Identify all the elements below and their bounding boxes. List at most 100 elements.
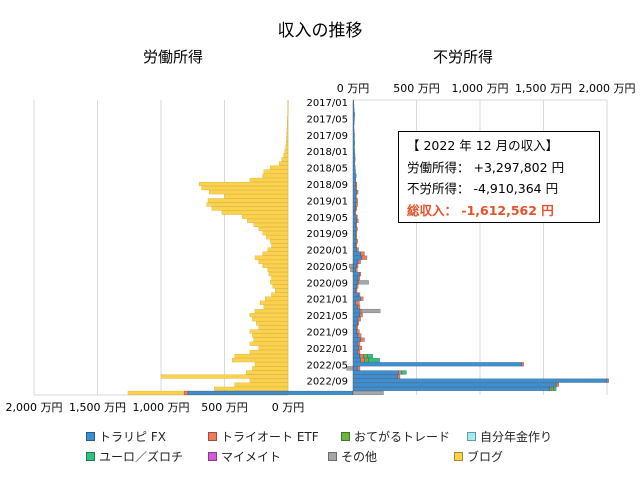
blog-bar xyxy=(258,325,289,330)
passive-bar-other xyxy=(360,308,381,314)
chart-title: 収入の推移 xyxy=(278,21,363,41)
blog-bar xyxy=(287,120,289,125)
passive-bar-fx xyxy=(352,341,358,346)
right-x-tick-label: 0 万円 xyxy=(337,82,370,95)
passive-bar-etf xyxy=(357,276,361,281)
passive-bar-etf xyxy=(357,366,361,371)
passive-bar-other xyxy=(346,366,354,371)
passive-bar-fx xyxy=(352,206,356,211)
legend-swatch xyxy=(208,451,217,461)
y-tick-label: 2021/09 xyxy=(306,327,348,338)
passive-bar-fx xyxy=(352,214,357,219)
blog-bar xyxy=(221,210,289,215)
passive-bar-fx xyxy=(352,263,358,269)
passive-bar-fx xyxy=(352,120,355,125)
passive-bar-etf xyxy=(360,296,364,301)
passive-bar-etf xyxy=(355,186,358,191)
blog-bar xyxy=(214,386,289,391)
passive-bar-odeta xyxy=(363,353,368,359)
passive-bar-euro xyxy=(368,358,380,363)
legend-item: トラリピ FX xyxy=(86,428,208,445)
y-tick-label: 2020/09 xyxy=(306,278,348,289)
passive-bar-fx xyxy=(352,292,359,297)
passive-bar-fx xyxy=(352,181,356,187)
passive-bar-fx xyxy=(352,202,356,207)
passive-bar-etf xyxy=(356,329,360,334)
passive-bar-fx xyxy=(352,218,358,223)
blog-bar xyxy=(263,169,289,174)
legend-row: ユーロ／ズロチ マイメイト その他 ブログ xyxy=(86,446,606,466)
passive-bar-etf xyxy=(355,181,358,187)
passive-bar-etf xyxy=(354,210,357,215)
blog-bar xyxy=(287,104,289,109)
passive-bar-fx xyxy=(352,296,361,301)
blog-bar xyxy=(287,116,289,121)
passive-bar-fx xyxy=(352,255,363,260)
passive-bar-fx xyxy=(352,284,358,289)
passive-bar-fx xyxy=(352,349,358,355)
blog-bar xyxy=(270,280,289,285)
blog-bar xyxy=(198,181,289,187)
blog-bar xyxy=(272,284,289,289)
passive-bar-fx xyxy=(352,304,358,309)
labor-income-label: 労働所得： xyxy=(407,159,470,175)
blog-bar xyxy=(253,337,289,342)
passive-bar-fx xyxy=(352,177,356,182)
blog-bar xyxy=(249,349,289,355)
passive-bar-fx xyxy=(352,161,356,166)
blog-bar xyxy=(281,157,289,162)
legend-item: ユーロ／ズロチ xyxy=(86,448,208,465)
passive-bar-fx xyxy=(352,386,551,391)
chart-legend: トラリピ FX トライオート ETF おてがるトレード 自分年金作り ユーロ／ズロチ マイ… xyxy=(86,426,606,466)
y-tick-label: 2018/09 xyxy=(306,180,348,191)
y-tick-label: 2018/01 xyxy=(306,147,348,158)
passive-bar-fx xyxy=(352,226,357,232)
legend-label: その他 xyxy=(341,449,378,464)
passive-bar-other xyxy=(352,390,384,396)
passive-bar-odeta xyxy=(364,358,369,363)
blog-bar xyxy=(267,247,289,252)
blog-bar xyxy=(224,194,289,199)
passive-bar-fx xyxy=(352,300,356,305)
blog-bar xyxy=(242,214,289,219)
left-x-tick-label: 2,000 万円 xyxy=(6,401,63,414)
passive-bar-etf xyxy=(356,263,359,269)
passive-bar-fx xyxy=(352,173,357,178)
passive-bar-etf xyxy=(355,231,358,236)
passive-bar-etf xyxy=(355,288,358,293)
passive-bar-etf xyxy=(355,222,358,228)
blog-bar xyxy=(270,239,289,244)
y-tick-label: 2017/05 xyxy=(306,114,348,125)
passive-bar-fx xyxy=(352,132,355,137)
blog-bar xyxy=(211,206,289,211)
blog-bar xyxy=(286,140,289,146)
passive-bar-fx xyxy=(352,210,356,215)
blog-bar xyxy=(271,243,289,248)
legend-item: マイメイト xyxy=(208,448,328,465)
right-x-tick-label: 1,000 万円 xyxy=(452,82,509,95)
legend-item: おてがるトレード xyxy=(341,428,467,445)
blog-bar xyxy=(258,345,289,350)
blog-bar xyxy=(285,145,289,150)
passive-bar-fx xyxy=(352,239,357,244)
passive-bar-etf xyxy=(361,255,368,260)
legend-label: ブログ xyxy=(467,449,504,464)
blog-bar xyxy=(254,362,289,367)
passive-bar-other xyxy=(358,280,369,285)
passive-bar-fx xyxy=(352,116,355,121)
passive-bar-fx xyxy=(352,366,358,371)
legend-swatch xyxy=(341,431,350,441)
passive-bar-fx xyxy=(352,362,523,367)
passive-bar-etf xyxy=(355,198,358,203)
passive-bar-fx xyxy=(352,194,356,199)
passive-bar-fx xyxy=(352,333,359,338)
passive-bar-etf xyxy=(359,313,363,318)
passive-bar-fx xyxy=(352,153,356,158)
passive-bar-etf xyxy=(355,214,358,219)
passive-bar-fx xyxy=(352,288,356,293)
passive-bar-fx xyxy=(352,317,359,322)
blog-bar xyxy=(253,222,289,227)
y-tick-label: 2019/05 xyxy=(306,213,348,224)
blog-bar xyxy=(259,300,289,305)
